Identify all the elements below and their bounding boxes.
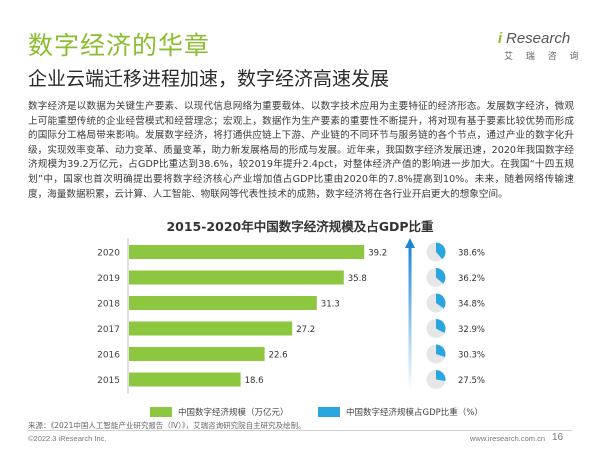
logo-chinese: 艾 瑞 咨 询 <box>504 52 584 62</box>
economy-chart: 2020 39.2 38.6% 2019 35.8 36.2% 2018 31.3 34.8% 2… <box>97 238 485 394</box>
year-tick-label: 2016 <box>97 351 120 361</box>
chart-title: 2015-2020年中国数字经济规模及占GDP比重 <box>166 219 434 234</box>
trend-arrow-head <box>405 238 415 248</box>
share-value-label: 34.8% <box>458 300 485 310</box>
legend-swatch-green <box>150 407 172 417</box>
iresearch-logo: i Research 艾 瑞 咨 询 <box>498 30 579 64</box>
legend-label-scale: 中国数字经济规模（万亿元） <box>178 408 289 418</box>
legend-swatch-blue <box>318 407 340 417</box>
share-pie-slice <box>436 344 446 358</box>
share-pie-slice <box>436 242 446 260</box>
share-value-label: 30.3% <box>458 351 485 361</box>
share-pie-slice <box>436 319 446 334</box>
page-number: 16 <box>552 432 564 443</box>
body-paragraph: 数字经济是以数据为关键生产要素、以现代信息网络为重要载体、以数字技术应用为主要特… <box>28 101 574 200</box>
share-value-label: 38.6% <box>458 249 485 259</box>
legend-item-share: 中国数字经济规模占GDP比重（%） <box>318 406 483 418</box>
scale-bar <box>129 245 365 259</box>
year-tick-label: 2020 <box>97 249 120 259</box>
share-value-label: 27.5% <box>458 376 485 386</box>
website-link[interactable]: www.iresearch.com.cn <box>470 434 546 443</box>
legend-item-scale: 中国数字经济规模（万亿元） <box>150 406 289 418</box>
legend-label-share: 中国数字经济规模占GDP比重（%） <box>346 408 483 418</box>
share-pie-slice <box>436 293 446 309</box>
source-note: 来源：《2021中国人工智能产业研究报告（IV）》，艾瑞咨询研究院自主研究及绘制… <box>28 421 306 430</box>
year-tick-label: 2018 <box>97 300 120 310</box>
scale-bar <box>129 270 344 285</box>
scale-bar <box>129 372 241 387</box>
year-tick-label: 2017 <box>97 325 120 335</box>
scale-value-label: 18.6 <box>245 376 264 386</box>
scale-value-label: 35.8 <box>348 274 367 284</box>
scale-bar <box>129 296 317 310</box>
scale-bar <box>129 321 293 336</box>
page-subtitle: 企业云端迁移进程加速，数字经济高速发展 <box>28 68 390 90</box>
footer-divider <box>28 430 572 431</box>
scale-value-label: 22.6 <box>269 351 288 361</box>
scale-bar <box>129 347 265 361</box>
logo-research: Research <box>506 30 571 47</box>
page-title: 数字经济的华章 <box>28 31 211 60</box>
share-pie-slice <box>436 370 446 381</box>
trend-arrow-shaft <box>408 246 412 392</box>
scale-value-label: 39.2 <box>368 249 387 259</box>
scale-value-label: 31.3 <box>321 300 340 310</box>
year-tick-label: 2015 <box>97 376 120 386</box>
copyright-text: ©2022.3 iResearch Inc. <box>28 434 107 443</box>
scale-value-label: 27.2 <box>296 325 315 335</box>
share-value-label: 32.9% <box>458 325 485 335</box>
share-pie-slice <box>436 268 446 284</box>
share-value-label: 36.2% <box>458 274 485 284</box>
logo-i: i <box>498 30 503 47</box>
year-tick-label: 2019 <box>97 274 120 284</box>
